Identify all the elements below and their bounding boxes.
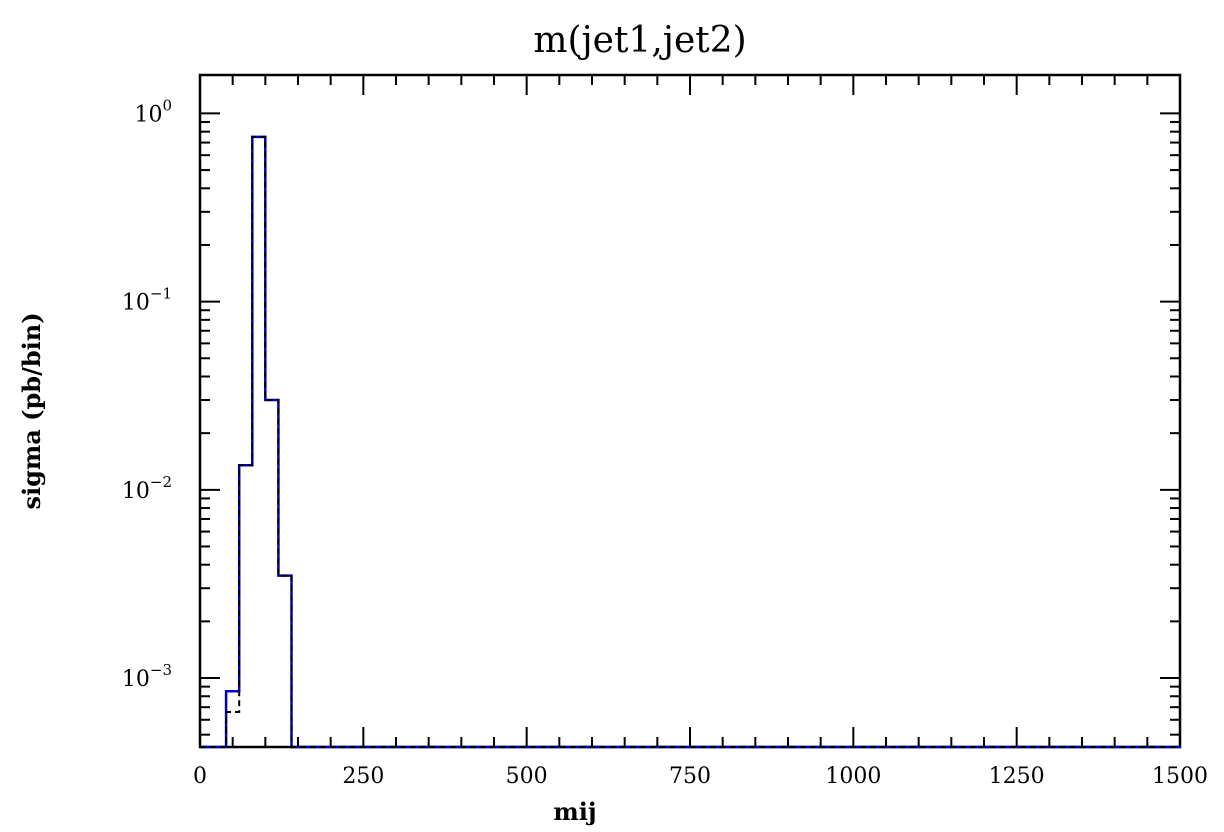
x-tick-label: 1000 bbox=[825, 764, 881, 789]
x-tick-label: 1250 bbox=[989, 764, 1045, 789]
x-tick-label: 250 bbox=[342, 764, 384, 789]
series-line-2 bbox=[200, 135, 1180, 748]
y-tick-label: 10−3 bbox=[122, 661, 172, 692]
y-tick-label: 10−1 bbox=[122, 285, 172, 316]
x-axis-label: mij bbox=[553, 797, 596, 826]
x-tick-label: 750 bbox=[669, 764, 711, 789]
y-tick-label: 100 bbox=[134, 96, 172, 127]
series-line-1 bbox=[200, 135, 1180, 749]
chart-title: m(jet1,jet2) bbox=[533, 20, 746, 61]
y-tick-label: 10−2 bbox=[122, 473, 172, 504]
y-axis-label: sigma (pb/bin) bbox=[17, 312, 46, 509]
x-tick-label: 500 bbox=[506, 764, 548, 789]
x-tick-label: 0 bbox=[193, 764, 207, 789]
y-axis-ticks: 10−3 10−2 10−1 100 bbox=[122, 96, 1180, 736]
x-axis-ticks: 0 250 500 750 1000 1250 1500 bbox=[193, 75, 1208, 789]
series-layer bbox=[200, 135, 1180, 749]
x-tick-label: 1500 bbox=[1152, 764, 1208, 789]
plot-frame bbox=[198, 73, 1182, 749]
